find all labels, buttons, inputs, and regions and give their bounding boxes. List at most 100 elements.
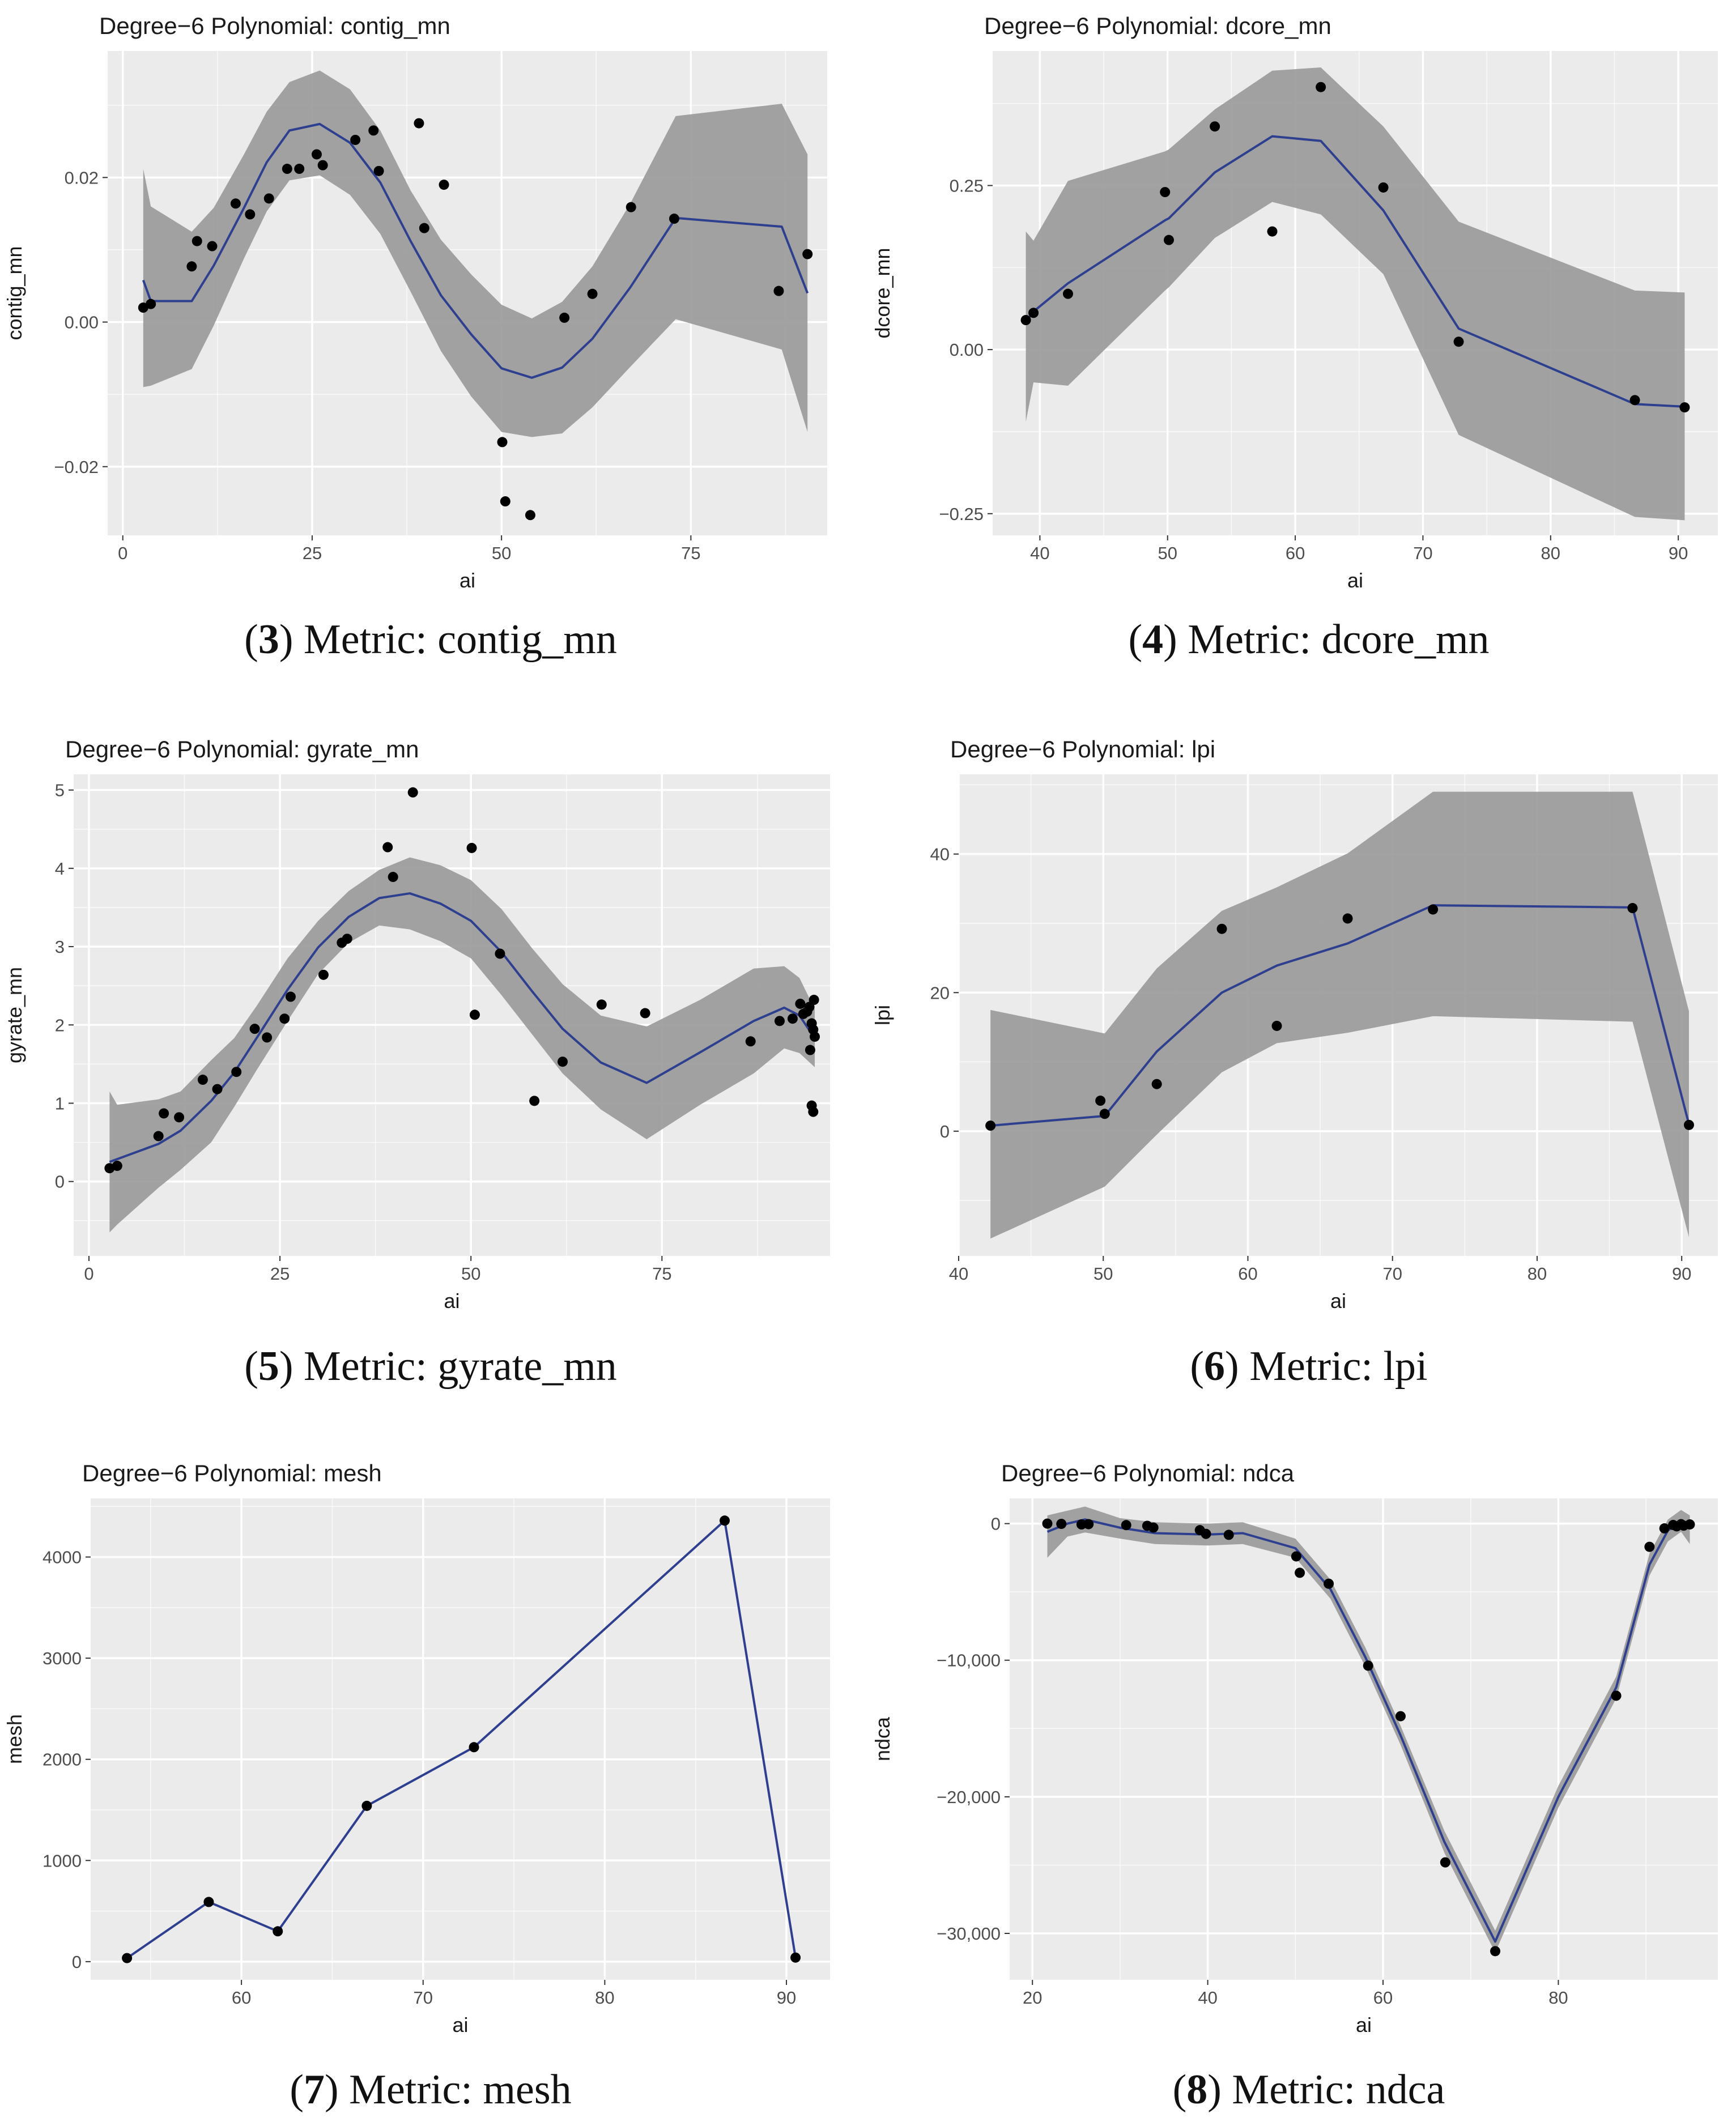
- data-point: [350, 134, 361, 145]
- grid-lines: [91, 1498, 830, 1980]
- data-point: [1121, 1520, 1131, 1531]
- y-tick-label: 2: [55, 1015, 65, 1035]
- x-tick-label: 80: [1548, 1988, 1568, 2008]
- data-point: [1453, 336, 1464, 347]
- data-point: [1020, 315, 1031, 325]
- x-tick-label: 0: [118, 543, 127, 563]
- data-point: [153, 1131, 164, 1141]
- chart-title: Degree−6 Polynomial: contig_mn: [99, 12, 450, 39]
- data-point: [138, 303, 148, 313]
- data-point: [1148, 1522, 1159, 1533]
- x-tick-label: 75: [681, 543, 700, 563]
- x-tick-label: 80: [1527, 1264, 1547, 1284]
- data-point: [407, 787, 418, 798]
- y-axis-label: mesh: [3, 1714, 26, 1764]
- y-tick-label: −20,000: [937, 1787, 1001, 1807]
- y-tick-label: 0: [991, 1514, 1001, 1534]
- data-point: [1056, 1519, 1067, 1529]
- confidence-ribbon: [1026, 67, 1685, 521]
- y-tick-label: 20: [930, 983, 950, 1003]
- data-point: [795, 998, 806, 1009]
- confidence-ribbon: [990, 791, 1689, 1239]
- chart-title: Degree−6 Polynomial: ndca: [1001, 1460, 1295, 1486]
- data-point: [262, 1032, 273, 1043]
- x-tick-label: 40: [949, 1264, 968, 1284]
- data-point: [1644, 1541, 1655, 1552]
- data-point: [1083, 1519, 1094, 1529]
- data-point: [500, 496, 510, 507]
- fit-line: [1024, 135, 1685, 408]
- y-tick-label: 0.00: [950, 340, 984, 360]
- y-axis-label: lpi: [871, 1005, 894, 1025]
- data-point: [805, 1045, 815, 1055]
- data-point: [231, 1067, 242, 1077]
- data-point: [439, 180, 449, 190]
- x-tick-label: 75: [652, 1264, 671, 1284]
- data-point: [1160, 187, 1171, 198]
- data-point: [745, 1036, 756, 1047]
- data-point: [361, 1800, 372, 1811]
- data-point: [207, 241, 218, 252]
- y-axis-label: contig_mn: [3, 246, 26, 340]
- data-point: [1291, 1551, 1301, 1562]
- y-tick-label: 4000: [42, 1548, 82, 1567]
- chart-mesh: 60 70 80 90 0 1000 2000 3000 4000 Degree−6 Polyno…: [3, 1460, 830, 2036]
- data-point: [285, 991, 296, 1002]
- data-point: [342, 934, 352, 944]
- data-point: [469, 1009, 480, 1020]
- data-point: [559, 312, 570, 323]
- y-tick-label: 0: [55, 1172, 65, 1192]
- chart-dcore-mn: 40 50 60 70 80 90 −0.25 0.00 0.25 Degree−6 Polyno…: [871, 12, 1718, 592]
- y-tick-label: 0: [72, 1952, 82, 1972]
- data-point: [279, 1013, 290, 1024]
- data-point: [1428, 904, 1439, 915]
- y-tick-label: 4: [55, 859, 65, 879]
- x-tick-label: 70: [1413, 543, 1432, 563]
- x-tick-label: 60: [232, 1988, 251, 2008]
- data-point: [1684, 1519, 1695, 1530]
- data-point: [1440, 1857, 1450, 1868]
- data-point: [1490, 1946, 1501, 1957]
- x-tick-label: 80: [1541, 543, 1560, 563]
- y-tick-label: −0.02: [54, 457, 99, 477]
- data-point: [1267, 226, 1278, 237]
- confidence-ribbon: [143, 70, 808, 437]
- data-point: [197, 1075, 208, 1085]
- x-axis-label: ai: [459, 569, 475, 592]
- chart-title: Degree−6 Polynomial: mesh: [82, 1460, 382, 1486]
- data-point: [596, 999, 607, 1010]
- data-point: [497, 437, 508, 448]
- data-point: [1395, 1711, 1406, 1722]
- data-point: [382, 842, 393, 853]
- x-tick-label: 0: [84, 1264, 93, 1284]
- data-points: [1042, 1518, 1695, 1957]
- chart-title: Degree−6 Polynomial: lpi: [950, 736, 1215, 762]
- x-tick-label: 40: [1198, 1988, 1217, 2008]
- y-tick-label: −30,000: [937, 1924, 1001, 1944]
- data-point: [294, 164, 305, 174]
- data-point: [669, 214, 679, 224]
- caption-ndca: (8) Metric: ndca: [1172, 2067, 1445, 2113]
- x-tick-label: 25: [303, 543, 322, 563]
- x-tick-label: 70: [1382, 1264, 1402, 1284]
- data-point: [1627, 903, 1638, 914]
- data-point: [773, 286, 784, 296]
- y-tick-label: 0.02: [65, 168, 99, 188]
- fit-line: [109, 892, 816, 1164]
- x-tick-label: 50: [1158, 543, 1177, 563]
- data-point: [373, 165, 384, 176]
- x-tick-label: 90: [777, 1988, 796, 2008]
- plot-panel: [1010, 1498, 1718, 1980]
- data-point: [1042, 1518, 1053, 1529]
- data-point: [558, 1056, 568, 1067]
- y-tick-label: 5: [55, 781, 65, 800]
- y-tick-label: 3: [55, 937, 65, 957]
- y-tick-label: 0.25: [950, 176, 984, 196]
- x-tick-label: 60: [1238, 1264, 1257, 1284]
- data-point: [1271, 1020, 1282, 1031]
- x-tick-label: 80: [595, 1988, 614, 2008]
- data-point: [112, 1161, 122, 1171]
- data-point: [159, 1108, 169, 1119]
- data-point: [529, 1096, 540, 1106]
